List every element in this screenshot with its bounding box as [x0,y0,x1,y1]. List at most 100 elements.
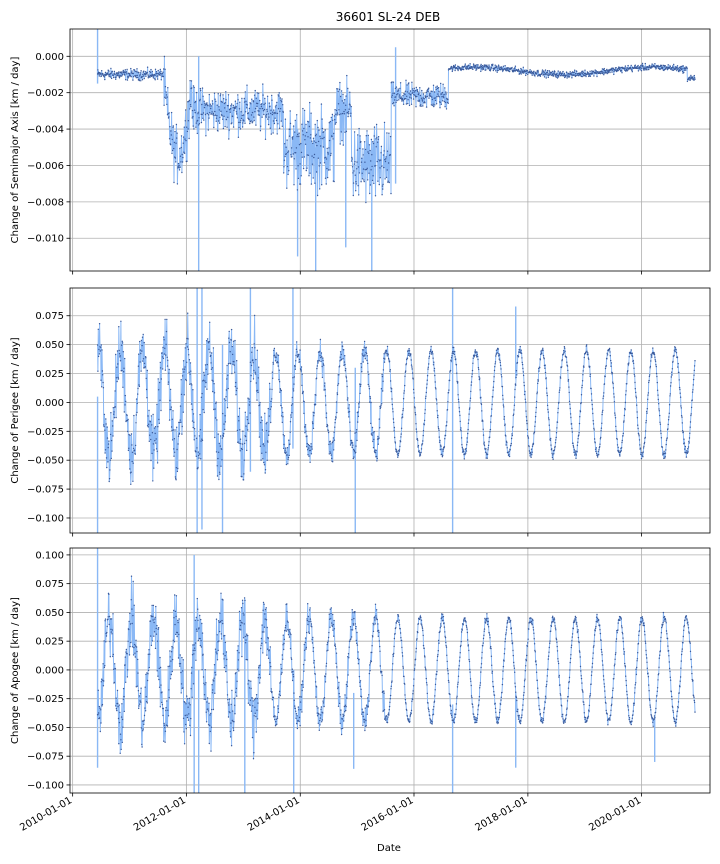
data-point [551,622,553,624]
data-point [410,364,413,366]
data-point [519,721,521,723]
data-point [611,71,613,73]
data-point [345,683,348,686]
y-tick-label: −0.008 [27,197,64,208]
data-point [180,683,183,685]
data-point [402,103,405,106]
data-point [356,644,359,646]
data-point [270,688,272,690]
data-point [634,64,636,66]
data-point [264,608,267,611]
data-point [253,369,255,372]
data-point [216,659,219,661]
data-point [247,112,250,114]
data-point [483,634,485,636]
data-point [449,371,451,373]
data-point [348,113,350,115]
data-point [589,75,592,78]
data-point [165,94,168,96]
data-point [375,449,377,451]
data-point [97,713,99,716]
data-point [285,630,288,632]
data-point [137,658,139,661]
data-point [103,424,105,426]
data-point [683,69,686,71]
data-point [407,102,409,105]
data-point [248,107,251,110]
data-point [194,649,196,652]
data-point [675,352,678,354]
data-point [552,621,554,623]
data-point [227,94,230,96]
data-point [276,716,278,718]
data-point [395,627,397,629]
data-point [365,201,367,204]
data-point [310,623,313,625]
data-point [421,627,424,629]
data-point [577,438,579,440]
data-point [377,635,379,637]
data-point [548,651,550,653]
data-point [552,454,554,456]
data-point [456,68,459,70]
data-point [212,708,215,711]
data-point [571,640,573,642]
data-point [202,676,205,678]
data-point [457,675,460,677]
data-point [654,63,656,65]
data-point [352,623,354,625]
data-point [524,69,526,71]
data-point [478,696,481,698]
data-point [578,422,581,425]
data-point [173,147,175,150]
data-point [345,95,347,97]
data-point [556,427,558,429]
data-point [152,75,154,78]
data-point [556,421,559,423]
data-point [569,661,571,664]
data-point [215,117,218,119]
data-point [364,148,367,151]
data-point [204,113,207,116]
data-point [362,148,364,150]
data-point [493,694,496,696]
data-point [293,184,295,186]
data-point [554,622,556,624]
data-point [213,92,216,94]
data-point [358,172,361,174]
data-point [375,138,377,140]
data-point [378,437,380,439]
data-point [431,96,433,98]
data-point [423,423,425,426]
data-point [147,653,149,655]
data-point [538,370,540,372]
data-point [437,87,440,89]
apogee-panel: 0.1000.0750.0500.0250.000−0.025−0.050−0.… [10,547,711,834]
data-point [231,689,233,692]
data-point [363,346,365,348]
data-point [248,680,250,682]
data-point [602,397,604,400]
data-point [198,123,201,125]
data-point [606,352,608,354]
data-point [381,674,383,677]
data-point [586,344,588,346]
data-point [656,381,658,384]
data-point [362,349,365,351]
data-point [525,659,528,662]
data-point [172,647,174,649]
data-point [393,421,395,424]
data-point [326,425,329,427]
data-point [465,625,468,627]
data-point [129,612,131,615]
data-point [224,125,226,128]
data-point [595,70,597,72]
data-point [343,113,346,115]
data-point [247,702,250,704]
data-point [647,392,650,394]
data-point [247,397,249,399]
data-point [540,350,542,352]
data-point [483,443,485,445]
data-point [660,430,662,432]
data-point [575,75,577,77]
